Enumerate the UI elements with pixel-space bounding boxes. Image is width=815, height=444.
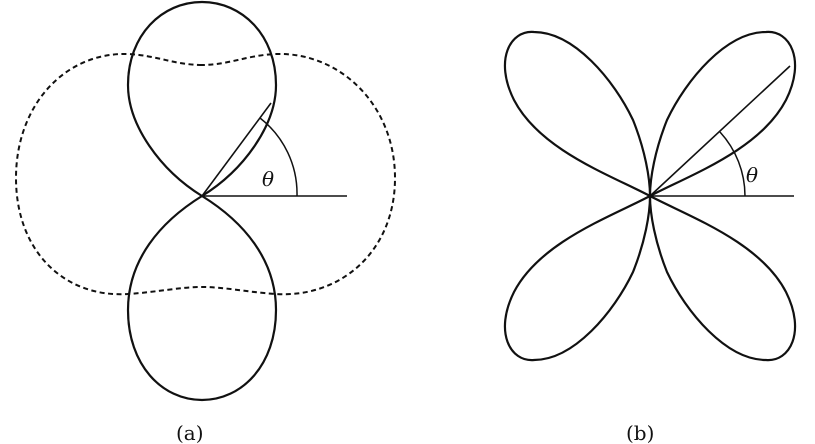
dashed-peanut-lobe: [14, 52, 397, 296]
angle-ray: [201, 102, 272, 197]
panel-label-a: (a): [176, 421, 204, 444]
lower-right-lobe: [648, 194, 796, 362]
theta-label: θ: [262, 167, 274, 191]
theta-label-b: θ: [746, 163, 758, 187]
angle-arc-b: [719, 131, 746, 197]
lower-lobe: [126, 194, 278, 402]
angle-arc: [259, 117, 298, 197]
panel-a: θ (a): [14, 0, 397, 444]
upper-lobe: [126, 0, 278, 198]
lower-left-lobe: [504, 194, 652, 362]
upper-right-lobe: [648, 30, 796, 198]
panel-b: θ (b): [504, 30, 796, 444]
upper-left-lobe: [504, 30, 652, 198]
panel-label-b: (b): [626, 421, 654, 444]
angle-ray-b: [649, 65, 791, 197]
